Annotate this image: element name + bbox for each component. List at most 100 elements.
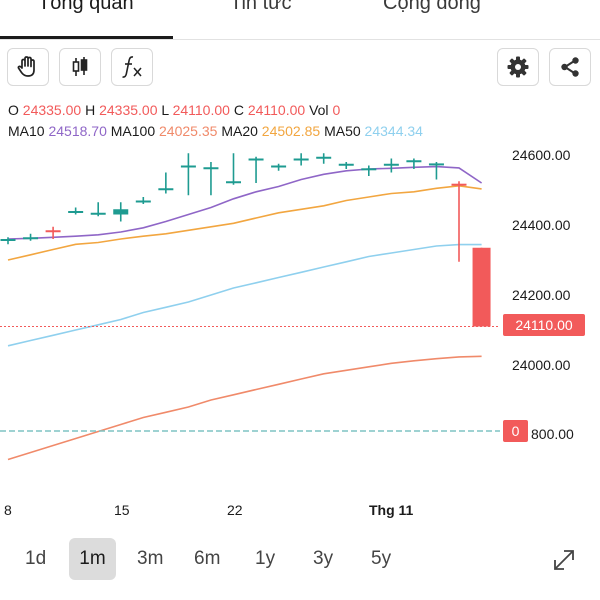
candle-body xyxy=(361,168,377,171)
candle xyxy=(383,158,399,173)
candle-body xyxy=(158,188,174,191)
share-icon xyxy=(561,57,579,77)
function-icon xyxy=(122,56,142,78)
range-6m-button[interactable]: 6m xyxy=(194,548,221,569)
volume-value: 0 xyxy=(332,102,341,118)
candle-body xyxy=(180,165,196,168)
ma-line-ma10 xyxy=(7,165,483,240)
candle-body xyxy=(68,211,84,213)
tabs-divider xyxy=(0,39,600,40)
tab-community[interactable]: Cộng đồng xyxy=(383,0,481,14)
candle xyxy=(226,153,241,185)
ohlc-readout: O 24335.00 H 24335.00 L 24110.00 C 24110… xyxy=(8,102,340,118)
ma20-value: 24502.85 xyxy=(261,123,321,139)
candle xyxy=(113,202,129,222)
candle-body xyxy=(248,158,264,161)
candle xyxy=(248,156,264,183)
candle-body xyxy=(135,200,151,203)
candle xyxy=(406,158,422,169)
close-value: 24110.00 xyxy=(247,102,306,118)
candle-body xyxy=(226,181,241,184)
candle xyxy=(361,165,377,176)
hand-icon xyxy=(17,56,35,77)
candle xyxy=(203,162,219,196)
candle-body xyxy=(383,163,399,166)
y-axis-label: 24600.00 xyxy=(512,147,571,163)
y-axis-label: 24400.00 xyxy=(512,217,571,233)
volume-label: Vol xyxy=(309,102,329,118)
ma100-label: MA100 xyxy=(110,123,156,139)
range-5y-button[interactable]: 5y xyxy=(371,548,392,569)
moving-average-lines xyxy=(7,165,483,461)
active-tab-indicator xyxy=(0,36,173,39)
candle xyxy=(293,153,309,166)
time-range-selector: 1d 1m 3m 6m 1y 3y 5y xyxy=(0,538,600,582)
volume-tag-label: 0 xyxy=(512,423,520,439)
close-label: C xyxy=(233,102,244,118)
open-value: 24335.00 xyxy=(22,102,82,118)
candle xyxy=(68,207,84,215)
candle-body xyxy=(428,163,444,166)
gear-icon xyxy=(507,56,529,78)
candle xyxy=(23,233,39,241)
candle-body xyxy=(451,183,467,186)
range-1d-button[interactable]: 1d xyxy=(25,548,47,569)
candle xyxy=(158,172,174,194)
candle xyxy=(271,163,287,171)
high-label: H xyxy=(85,102,96,118)
share-button[interactable] xyxy=(549,48,591,86)
y-axis-label: 24000.00 xyxy=(512,357,571,373)
candle xyxy=(472,247,491,327)
range-3m-button[interactable]: 3m xyxy=(137,548,164,569)
candle-body xyxy=(0,239,16,241)
expand-icon[interactable] xyxy=(551,547,577,573)
candle-body xyxy=(271,165,287,168)
x-tick-label: Thg 11 xyxy=(369,502,414,518)
price-tag xyxy=(503,314,585,336)
candle xyxy=(338,162,354,169)
candle xyxy=(428,162,444,180)
x-tick-label: 8 xyxy=(4,502,12,518)
top-tabs: Tổng quan Tin tức Cộng đồng xyxy=(0,0,600,40)
ma10-label: MA10 xyxy=(8,123,45,139)
candle-body xyxy=(338,163,354,166)
settings-button[interactable] xyxy=(497,48,539,86)
price-tag-label: 24110.00 xyxy=(515,317,573,333)
volume-tag xyxy=(503,420,528,442)
candle-body xyxy=(90,212,106,215)
range-3y-button[interactable]: 3y xyxy=(313,548,334,569)
tab-overview[interactable]: Tổng quan xyxy=(38,0,134,14)
ma-line-ma50 xyxy=(7,243,482,347)
candle-body xyxy=(316,156,332,159)
ma-line-ma20 xyxy=(7,184,482,261)
candle-body xyxy=(113,209,129,215)
candle-body xyxy=(45,230,61,233)
candle xyxy=(316,153,332,164)
candle-body xyxy=(293,158,309,161)
low-label: L xyxy=(161,102,169,118)
ma50-value: 24344.34 xyxy=(364,123,423,139)
x-tick-label: 15 xyxy=(114,502,130,518)
candle xyxy=(0,237,16,245)
candle-body xyxy=(203,167,219,170)
candle-body xyxy=(472,247,491,327)
tab-news[interactable]: Tin tức xyxy=(230,0,292,14)
y-axis-label: 24200.00 xyxy=(512,287,571,303)
range-1m-button[interactable]: 1m xyxy=(69,538,116,580)
candlestick-icon xyxy=(72,57,88,76)
candles xyxy=(0,153,491,327)
candle xyxy=(180,153,196,196)
open-label: O xyxy=(8,102,19,118)
candle xyxy=(45,226,61,239)
low-value: 24110.00 xyxy=(172,102,230,118)
price-chart[interactable]: 24600.00 24400.00 24200.00 24000.00 2411… xyxy=(0,140,600,495)
indicators-button[interactable] xyxy=(111,48,153,86)
candle-body xyxy=(23,237,39,240)
volume-axis-label: 800.00 xyxy=(531,426,574,442)
drawing-tool-button[interactable] xyxy=(7,48,49,86)
chart-type-button[interactable] xyxy=(59,48,101,86)
candle xyxy=(451,181,467,262)
range-1y-button[interactable]: 1y xyxy=(255,548,276,569)
x-tick-label: 22 xyxy=(227,502,243,518)
ma-readout: MA10 24518.70 MA100 24025.35 MA20 24502.… xyxy=(8,123,423,139)
